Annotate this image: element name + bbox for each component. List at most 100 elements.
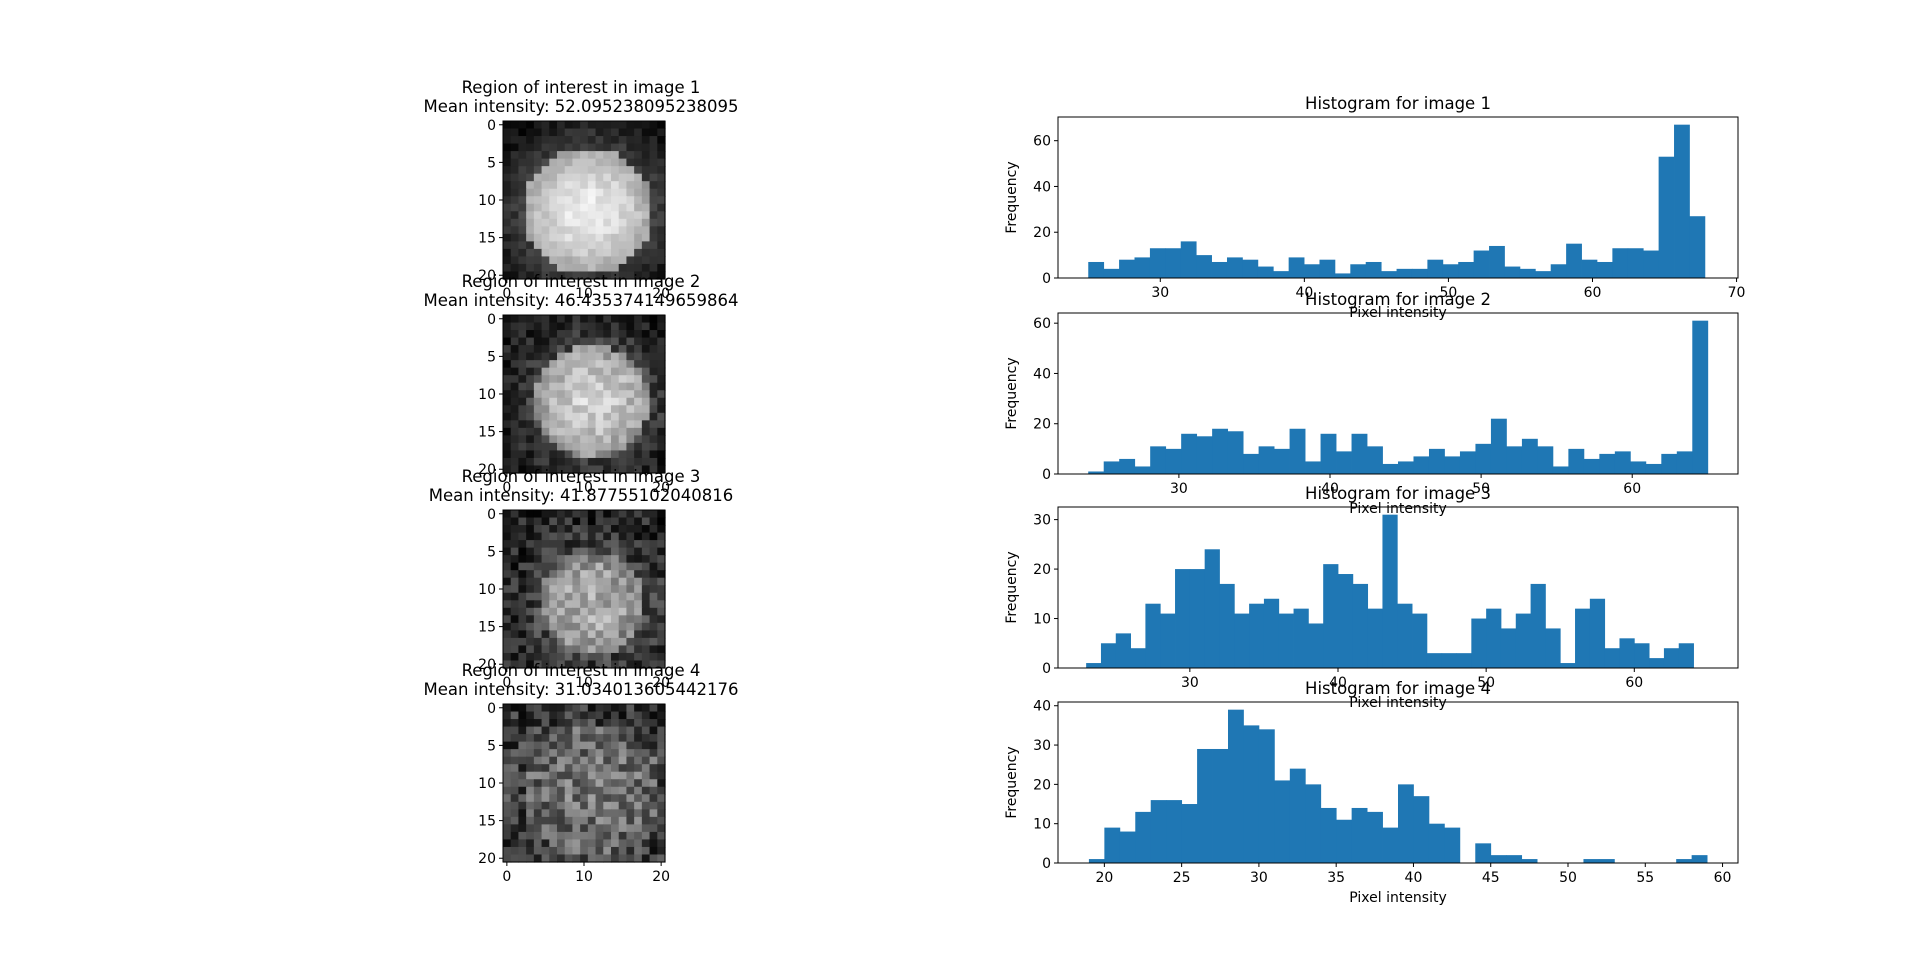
histogram-bar	[1100, 643, 1117, 668]
roi-pixel	[634, 442, 643, 452]
roi-pixel	[526, 256, 535, 265]
roi-pixel	[580, 600, 589, 609]
roi-pixel	[626, 764, 635, 773]
roi-pixel	[533, 121, 543, 130]
roi-pixel	[541, 412, 550, 421]
roi-pixel	[634, 367, 643, 376]
roi-pixel	[580, 816, 589, 825]
roi-pixel	[549, 218, 558, 227]
roi-pixel	[564, 801, 574, 810]
roi-pixel	[587, 315, 597, 324]
roi-pixel	[618, 660, 628, 669]
histogram-bar	[1475, 843, 1492, 863]
roi-pixel	[510, 337, 520, 346]
roi-pixel	[587, 831, 597, 841]
roi-pixel	[533, 749, 543, 758]
roi-pixel	[626, 570, 635, 579]
roi-pixel	[526, 570, 535, 579]
histogram-bar	[1196, 436, 1213, 474]
roi-pixel	[564, 547, 574, 556]
roi-pixel	[510, 652, 520, 662]
roi-pixel	[518, 592, 527, 601]
roi-pixel	[533, 241, 543, 250]
roi-pixel	[541, 420, 550, 429]
roi-pixel	[557, 435, 566, 444]
roi-pixel	[541, 405, 550, 414]
roi-pixel	[518, 532, 527, 541]
roi-pixel	[626, 211, 635, 220]
y-tick-label: 5	[487, 349, 496, 365]
histogram-bar	[1661, 453, 1678, 474]
roi-pixel	[572, 211, 581, 220]
roi-pixel	[626, 585, 635, 594]
roi-pixel	[603, 786, 612, 795]
roi-pixel	[657, 600, 666, 609]
roi-pixel	[657, 570, 666, 579]
roi-pixel	[657, 136, 666, 145]
roi-pixel	[503, 330, 512, 339]
roi-pixel	[626, 794, 635, 803]
roi-pixel	[580, 375, 589, 384]
roi-pixel	[549, 181, 558, 190]
roi-pixel	[618, 809, 628, 818]
roi-pixel	[595, 525, 604, 534]
roi-pixel	[564, 711, 574, 720]
roi-pixel	[541, 734, 550, 743]
roi-pixel	[549, 360, 558, 369]
roi-pixel	[603, 263, 612, 273]
roi-pixel	[526, 600, 535, 609]
roi-pixel	[533, 218, 543, 227]
roi-pixel	[503, 248, 512, 258]
roi-pixel	[557, 241, 566, 250]
roi-pixel	[611, 630, 620, 639]
roi-pixel	[618, 263, 628, 273]
roi-pixel	[572, 517, 581, 526]
roi-pixel	[611, 525, 620, 534]
roi-pixel	[503, 839, 512, 848]
roi-pixel	[634, 517, 643, 526]
roi-pixel	[657, 405, 666, 414]
histogram-bar	[1566, 243, 1582, 278]
histogram-bar	[1612, 248, 1629, 278]
roi-pixel	[641, 128, 651, 137]
roi-pixel	[595, 330, 604, 339]
roi-pixel	[572, 600, 581, 609]
histogram-bar	[1458, 261, 1475, 278]
roi-pixel	[595, 218, 604, 227]
roi-pixel	[549, 652, 558, 662]
roi-pixel	[611, 854, 620, 863]
roi-pixel	[541, 457, 550, 467]
roi-pixel	[557, 786, 566, 795]
roi-pixel	[564, 173, 574, 182]
roi-pixel	[641, 263, 651, 273]
roi-pixel	[649, 622, 658, 631]
roi-pixel	[603, 622, 612, 631]
histogram-bar	[1226, 257, 1243, 278]
histogram-bar	[1411, 268, 1428, 278]
roi-pixel	[626, 435, 635, 444]
roi-pixel	[564, 517, 574, 526]
histogram-bar	[1242, 259, 1259, 278]
roi-pixel	[634, 525, 643, 534]
roi-pixel	[580, 352, 589, 361]
roi-pixel	[641, 151, 651, 160]
roi-pixel	[618, 367, 628, 376]
roi-pixel	[564, 143, 574, 152]
roi-pixel	[618, 352, 628, 361]
roi-pixel	[533, 233, 543, 242]
roi-pixel	[510, 263, 520, 273]
roi-pixel	[572, 233, 581, 242]
roi-pixel	[618, 517, 628, 526]
roi-pixel	[618, 756, 628, 765]
roi-pixel	[533, 517, 543, 526]
roi-pixel	[626, 839, 635, 848]
roi-pixel	[618, 607, 628, 616]
roi-pixel	[503, 741, 512, 750]
roi-pixel	[541, 771, 550, 780]
roi-pixel	[518, 824, 527, 833]
roi-pixel	[618, 420, 628, 429]
roi-pixel	[657, 442, 666, 452]
roi-pixel	[634, 645, 643, 654]
histogram-bar	[1676, 859, 1693, 863]
roi-pixel	[510, 794, 520, 803]
